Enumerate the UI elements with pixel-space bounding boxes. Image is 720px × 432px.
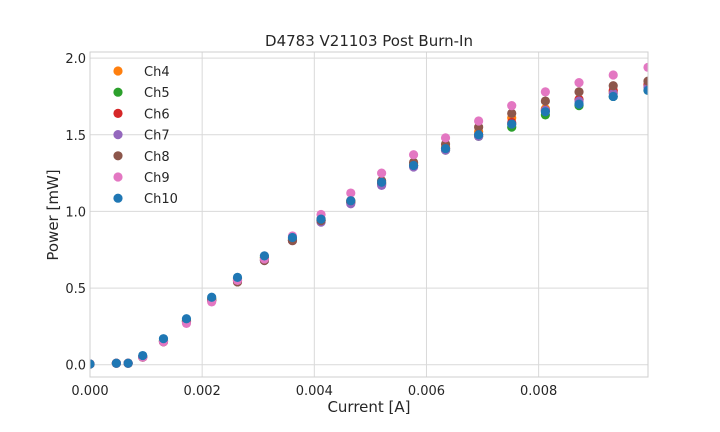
legend-marker [113,130,123,140]
legend-label: Ch9 [144,171,170,186]
y-tick-label: 1.0 [65,205,86,220]
x-axis-title: Current [A] [327,398,410,416]
y-tick-label: 0.0 [65,359,86,374]
data-point [574,99,584,109]
data-point [207,292,217,302]
data-point [346,196,356,206]
data-point [540,96,550,106]
x-tick-label: 0.000 [71,384,108,399]
data-point [377,177,387,187]
data-point [287,232,298,243]
data-point [259,251,270,261]
data-point [643,85,648,95]
data-point [608,70,618,80]
plot-frame [89,51,649,378]
x-axis: 0.000 0.002 0.004 0.006 0.008 [71,384,557,399]
data-point [90,359,95,369]
grid [89,52,648,377]
legend-marker [113,66,123,76]
data-point [507,108,517,118]
data-point [507,101,517,111]
y-tick-label: 1.5 [65,129,86,144]
data-point [316,214,326,224]
legend-label: Ch8 [144,150,170,165]
y-tick-label: 2.0 [65,52,86,67]
y-axis: 0.0 0.5 1.0 1.5 2.0 [65,52,86,374]
legend-marker [113,87,123,97]
legend-label: Ch4 [144,65,170,80]
data-point [474,130,484,140]
data-point [181,314,192,324]
data-point [123,358,133,368]
plot-area [90,62,648,369]
legend-label: Ch10 [144,192,178,207]
data-point [346,188,356,198]
legend-marker [113,151,123,161]
data-point [111,358,121,368]
data-point [408,160,419,171]
legend-marker [113,193,123,203]
x-tick-label: 0.004 [296,384,333,399]
data-point [574,87,584,97]
data-point [408,150,419,160]
data-point [507,119,517,129]
x-tick-label: 0.002 [184,384,221,399]
data-point [540,107,550,117]
data-point [608,91,618,102]
data-point [377,168,387,178]
data-point [643,62,648,72]
legend-label: Ch7 [144,129,170,144]
data-point [158,334,169,344]
x-tick-label: 0.008 [520,384,557,399]
data-point [608,81,618,91]
y-axis-title: Power [mW] [44,169,62,260]
data-point [540,87,550,97]
legend-marker [113,172,123,182]
legend-marker [113,108,123,118]
y-tick-label: 0.5 [65,282,86,297]
data-point [643,76,648,86]
legend-label: Ch5 [144,86,170,101]
chart-title: D4783 V21103 Post Burn-In [265,32,473,50]
data-point [474,116,484,126]
x-tick-label: 0.006 [408,384,445,399]
series-ch10 [90,85,648,369]
legend-label: Ch6 [144,107,170,122]
data-point [232,272,243,282]
data-point [440,133,451,143]
legend: Ch4 Ch5 Ch6 Ch7 Ch8 Ch9 Ch10 [113,65,178,207]
data-point [574,78,584,88]
data-point [440,143,451,154]
data-point [138,350,148,361]
